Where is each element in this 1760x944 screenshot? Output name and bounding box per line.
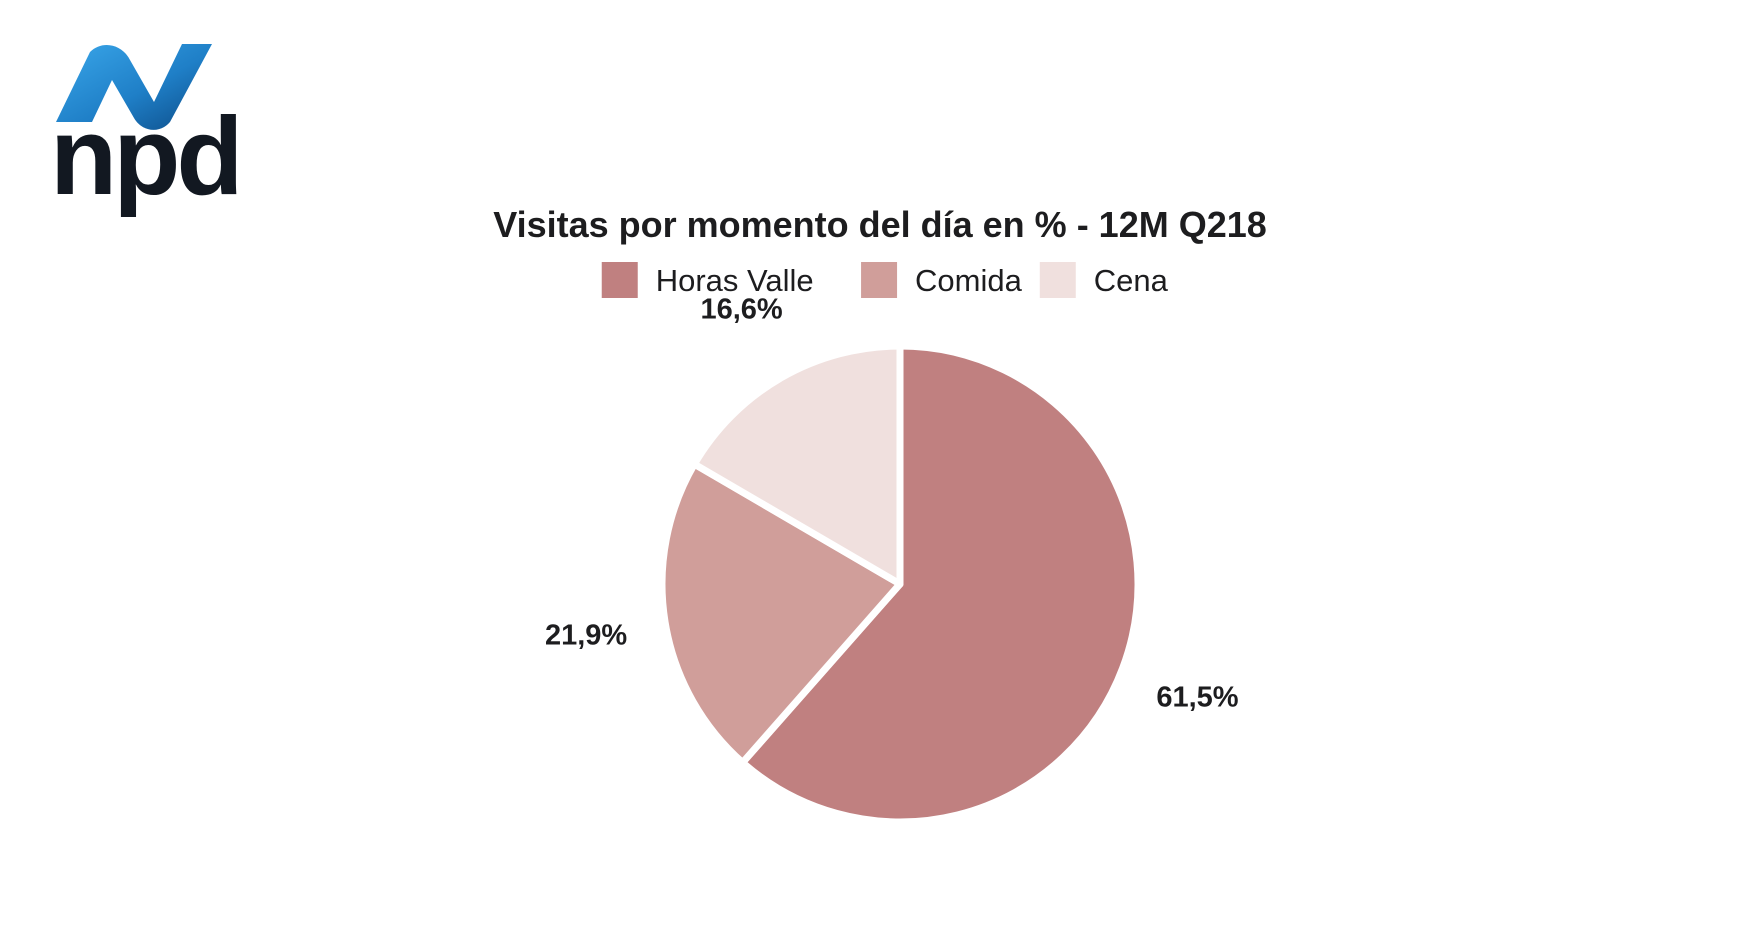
pie-slice-comida xyxy=(658,460,904,767)
legend-swatch-comida xyxy=(861,262,898,298)
legend-item-horas-valle: Horas Valle xyxy=(601,262,814,298)
data-label-cena: 16,6% xyxy=(700,293,782,325)
pie-slices xyxy=(658,342,1142,826)
pie-labels: 61,5% 21,9% 16,6% xyxy=(545,293,1239,713)
legend-label-horas-valle: Horas Valle xyxy=(656,263,814,298)
legend-item-comida: Comida xyxy=(861,262,1023,298)
legend-swatch-horas-valle xyxy=(601,262,638,298)
legend-label-cena: Cena xyxy=(1094,263,1169,298)
legend-swatch-cena xyxy=(1039,262,1076,298)
data-label-horas-valle: 61,5% xyxy=(1156,681,1238,713)
npd-logo: npd xyxy=(50,44,244,218)
npd-swoosh-icon xyxy=(56,44,212,130)
chart-legend: Horas Valle Comida Cena xyxy=(601,262,1169,298)
legend-item-cena: Cena xyxy=(1039,262,1169,298)
chart-title: Visitas por momento del día en % - 12M Q… xyxy=(493,204,1267,245)
npd-wordmark: npd xyxy=(50,95,240,218)
data-label-comida: 21,9% xyxy=(545,620,627,652)
legend-label-comida: Comida xyxy=(915,263,1023,298)
pie-slice-horas-valle xyxy=(739,342,1142,826)
pie-slice-cena xyxy=(690,342,904,588)
